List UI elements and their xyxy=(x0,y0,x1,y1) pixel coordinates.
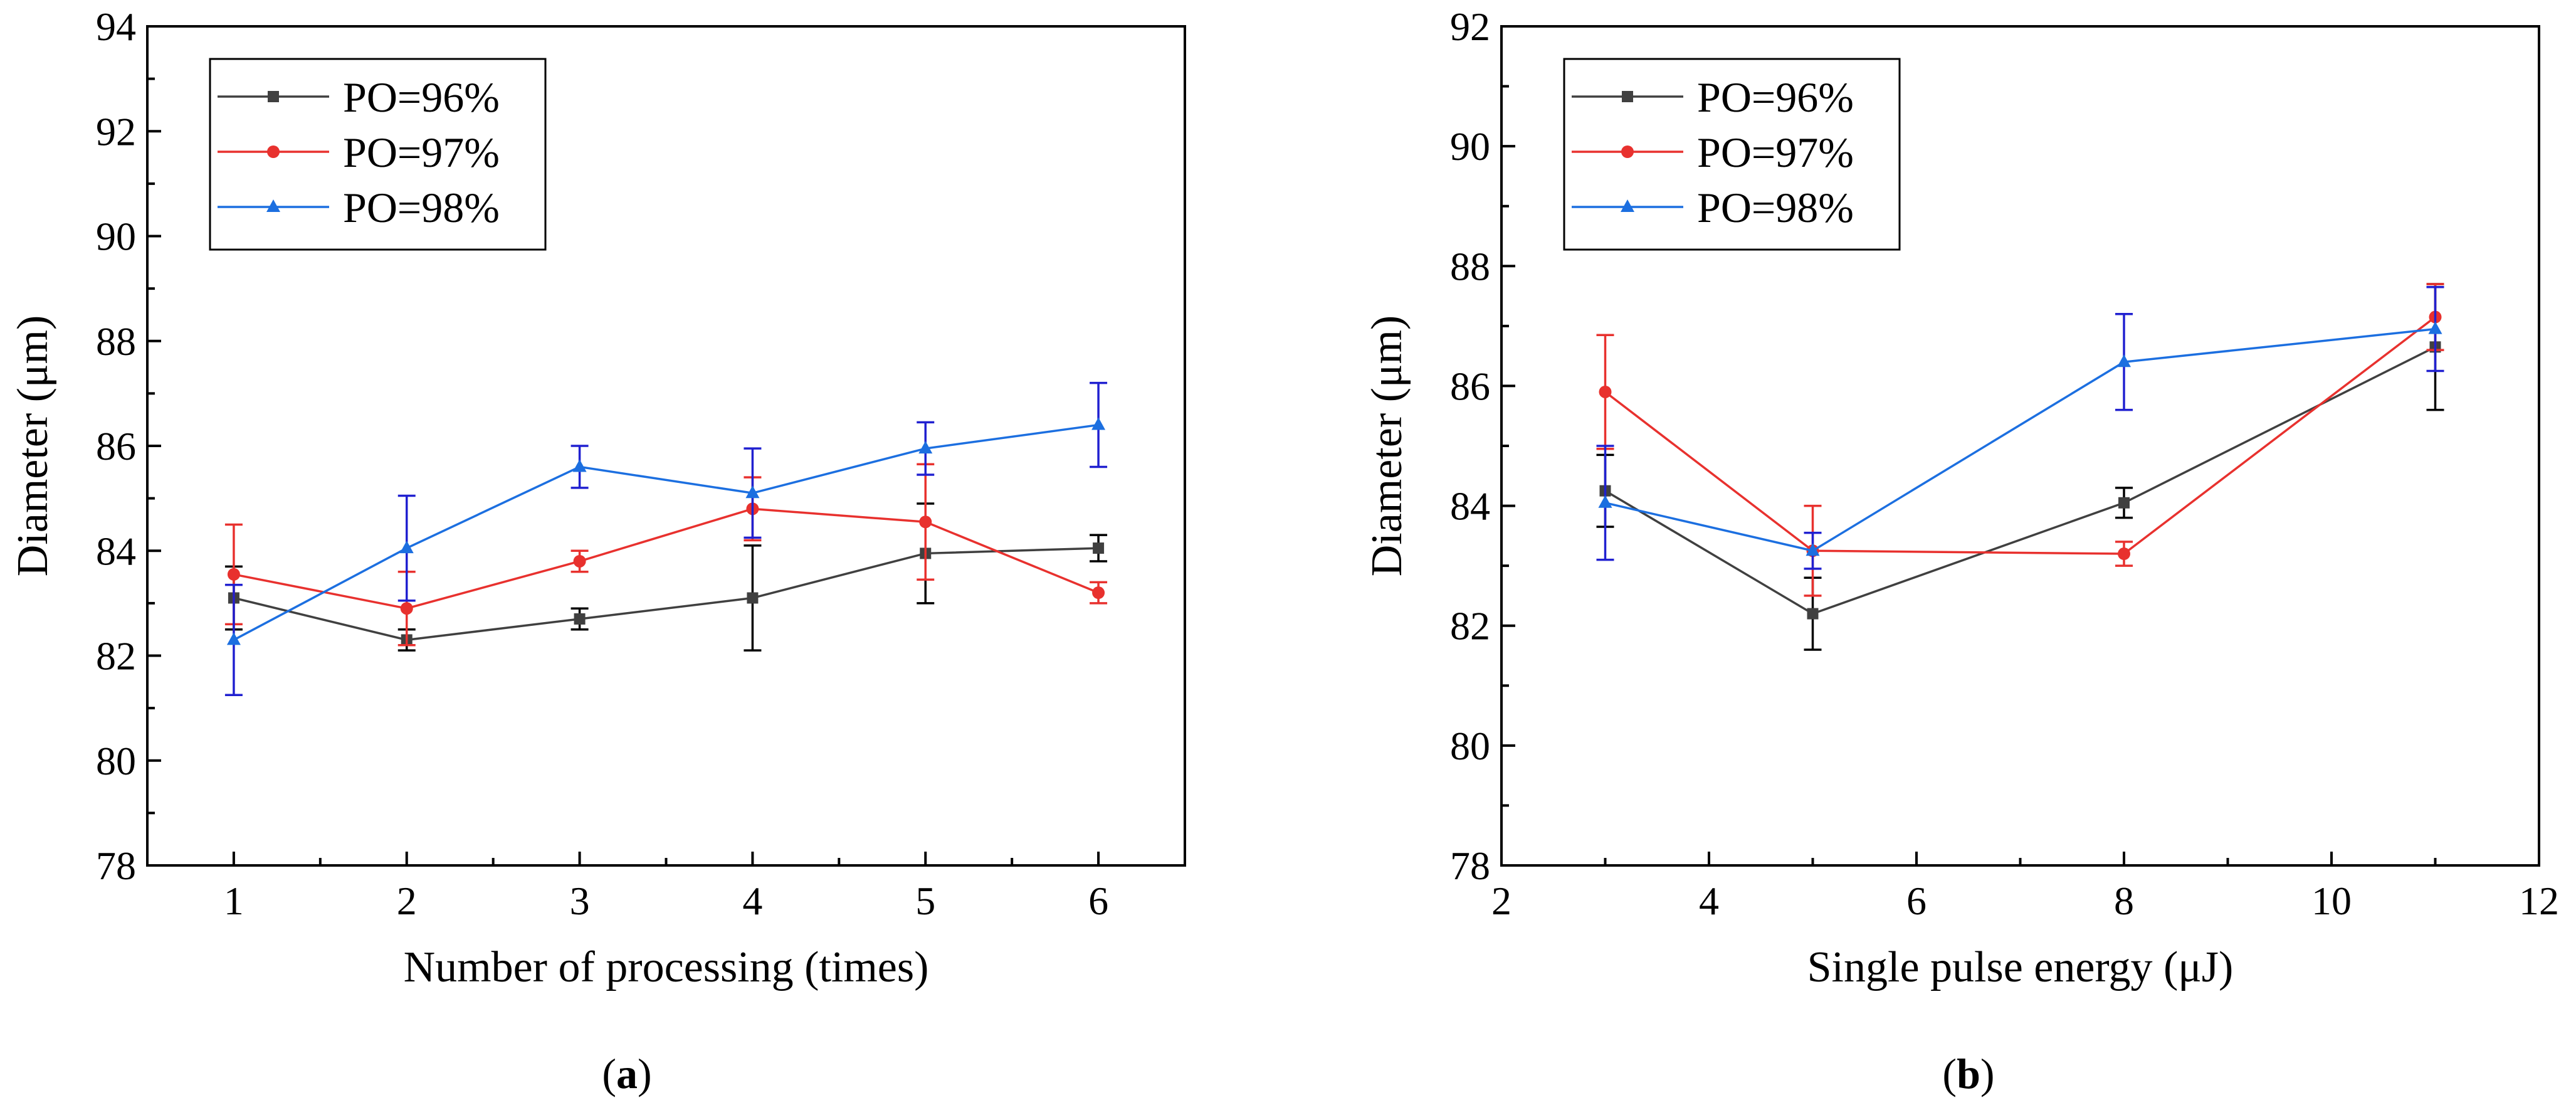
x-tick-label: 5 xyxy=(915,879,935,923)
y-axis-title: Diameter (μm) xyxy=(9,315,57,577)
legend-marker xyxy=(1621,145,1634,158)
y-tick-label: 82 xyxy=(1450,604,1490,648)
data-point xyxy=(1806,543,1820,556)
y-tick-label: 84 xyxy=(1450,484,1490,529)
legend-item-po-98: PO=98% xyxy=(1572,184,1854,231)
series-line xyxy=(233,547,1099,642)
data-point xyxy=(573,554,586,568)
legend-item-po-96: PO=96% xyxy=(218,73,500,121)
y-tick-label: 78 xyxy=(96,843,136,888)
x-tick-label: 4 xyxy=(1699,879,1719,923)
y-tick-label: 86 xyxy=(96,424,136,468)
x-tick-label: 10 xyxy=(2311,879,2352,923)
x-tick-label: 2 xyxy=(397,879,417,923)
y-tick-label: 86 xyxy=(1450,364,1490,408)
data-point xyxy=(1599,385,1612,398)
x-tick-label: 2 xyxy=(1491,879,1511,923)
y-tick-label: 94 xyxy=(96,4,136,49)
y-tick-label: 80 xyxy=(1450,724,1490,768)
series-po-98 xyxy=(224,381,1108,696)
series-line xyxy=(233,507,1099,610)
x-tick-label: 8 xyxy=(2114,879,2134,923)
data-point xyxy=(1092,586,1105,600)
legend-marker xyxy=(267,145,280,158)
series-line xyxy=(1604,316,2436,555)
y-tick-label: 80 xyxy=(96,739,136,783)
x-tick-label: 4 xyxy=(742,879,762,923)
data-point xyxy=(574,613,586,625)
data-point xyxy=(747,592,759,604)
legend-item-po-98: PO=98% xyxy=(218,184,500,231)
y-tick-label: 92 xyxy=(1450,4,1490,49)
legend-label: PO=98% xyxy=(343,184,500,231)
x-axis-title: Single pulse energy (μJ) xyxy=(1807,943,2234,991)
series-po-96 xyxy=(1596,283,2444,651)
legend-box xyxy=(209,58,547,251)
panel-label: (a) xyxy=(602,1050,651,1097)
y-tick-label: 82 xyxy=(96,634,136,679)
series-line xyxy=(1605,327,2436,552)
legend-label: PO=96% xyxy=(1697,73,1854,121)
y-tick-label: 88 xyxy=(1450,244,1490,288)
y-tick-label: 78 xyxy=(1450,843,1490,888)
legend-marker xyxy=(1622,91,1633,102)
legend-label: PO=97% xyxy=(1697,129,1854,176)
legend-label: PO=96% xyxy=(343,73,500,121)
series-po-96 xyxy=(224,502,1108,652)
data-point xyxy=(2118,547,2130,561)
y-tick-label: 92 xyxy=(96,109,136,154)
series-line xyxy=(1604,346,2436,615)
x-tick-label: 1 xyxy=(224,879,244,923)
legend-label: PO=98% xyxy=(1697,184,1854,231)
data-point xyxy=(1598,495,1612,508)
data-point xyxy=(400,602,413,615)
data-point xyxy=(572,459,587,472)
y-axis-title: Diameter (μm) xyxy=(1363,315,1411,577)
data-point xyxy=(919,515,932,529)
x-tick-label: 6 xyxy=(1906,879,1927,923)
legend-item-po-96: PO=96% xyxy=(1572,73,1854,121)
x-tick-label: 3 xyxy=(570,879,590,923)
y-tick-label: 84 xyxy=(96,529,136,573)
series-po-97 xyxy=(1596,283,2444,597)
legend: PO=96% PO=97% PO=98% xyxy=(1563,58,1901,251)
panel-label: (b) xyxy=(1942,1050,1994,1097)
legend-marker xyxy=(1621,199,1634,212)
legend-label: PO=97% xyxy=(343,129,500,176)
data-point xyxy=(1093,542,1105,554)
data-point xyxy=(399,541,414,554)
y-tick-label: 90 xyxy=(96,214,136,259)
data-point xyxy=(227,568,240,581)
series-po-98 xyxy=(1596,285,2444,570)
data-point xyxy=(1807,608,1819,620)
series-line xyxy=(233,423,1099,641)
legend-marker xyxy=(268,91,279,102)
legend-item-po-97: PO=97% xyxy=(1572,129,1854,176)
chart-panel-b: 2 4 6 8 10 12 78 80 82 84 86 88 90 92 Single pulse ene… xyxy=(1363,4,2559,1097)
data-point xyxy=(2428,321,2442,334)
data-point xyxy=(2117,354,2131,367)
chart-panel-a: 1 2 3 4 5 6 78 80 82 84 86 88 90 92 94 Number of proces… xyxy=(9,4,1186,1097)
legend-item-po-97: PO=97% xyxy=(218,129,500,176)
data-point xyxy=(2118,497,2130,509)
data-point xyxy=(1091,417,1106,430)
y-tick-label: 90 xyxy=(1450,124,1490,169)
legend-marker xyxy=(266,199,280,212)
data-point xyxy=(745,485,760,499)
data-point xyxy=(918,441,933,454)
data-point xyxy=(226,632,241,645)
y-tick-label: 88 xyxy=(96,319,136,364)
x-tick-label: 6 xyxy=(1088,879,1108,923)
legend-box xyxy=(1563,58,1901,251)
legend: PO=96% PO=97% PO=98% xyxy=(209,58,547,251)
x-axis-title: Number of processing (times) xyxy=(404,943,929,991)
x-tick-label: 12 xyxy=(2519,879,2559,923)
series-po-97 xyxy=(224,463,1108,647)
